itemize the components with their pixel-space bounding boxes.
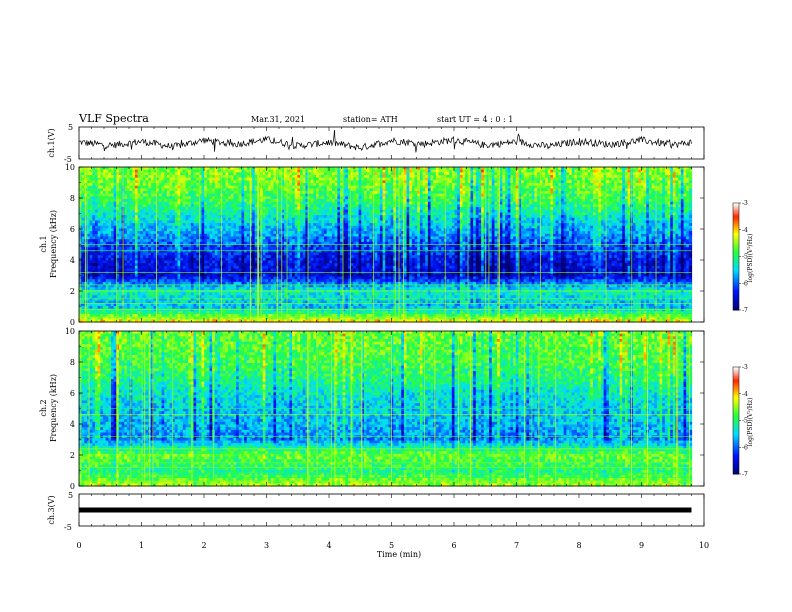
vlf-spectra-figure: VLF Spectra Mar.31, 2021 station= ATH st… xyxy=(0,0,792,612)
ch1-ytick-top: 5 xyxy=(68,123,73,132)
ch1-channel-label: ch.1 xyxy=(39,235,48,252)
ch2-channel-label: ch.2 xyxy=(39,399,48,416)
ch3-waveform-trace xyxy=(79,508,692,513)
time-tick-label: 5 xyxy=(389,541,394,550)
figure-title: VLF Spectra xyxy=(78,112,149,125)
time-tick-label: 7 xyxy=(514,541,519,550)
ch1-waveform-trace xyxy=(79,130,692,153)
ch3-ytick-top: 5 xyxy=(68,491,73,500)
ch1-waveform-ylabel: ch.1(V) xyxy=(47,128,56,157)
frequency-tick-label: 2 xyxy=(70,287,75,296)
time-tick-label: 6 xyxy=(451,541,456,550)
ch1-waveform-panel: 5 -5 ch.1(V) xyxy=(47,123,704,164)
colorbar-tick-label: -7 xyxy=(742,471,748,478)
time-tick-label: 4 xyxy=(326,541,331,550)
time-tick-label: 9 xyxy=(639,541,644,550)
colorbar-tick-label: -4 xyxy=(742,227,748,234)
date-label: Mar.31, 2021 xyxy=(251,115,305,124)
frequency-tick-label: 8 xyxy=(70,358,75,367)
frequency-tick-label: 10 xyxy=(65,163,75,172)
colorbar-tick-label: -3 xyxy=(742,200,748,207)
frequency-tick-label: 8 xyxy=(70,194,75,203)
ch1-frequency-ylabel: Frequency (kHz) xyxy=(49,210,58,278)
frequency-tick-label: 4 xyxy=(70,420,75,429)
frequency-tick-label: 6 xyxy=(70,389,75,398)
time-tick-label: 10 xyxy=(699,541,709,550)
frequency-tick-label: 2 xyxy=(70,451,75,460)
ch3-ytick-bottom: -5 xyxy=(64,523,72,532)
frequency-tick-label: 6 xyxy=(70,225,75,234)
ch2-frequency-ylabel: Frequency (kHz) xyxy=(49,374,58,442)
ch3-waveform-ylabel: ch.3(V) xyxy=(47,495,56,524)
time-xlabel: Time (min) xyxy=(377,550,421,559)
frequency-tick-label: 0 xyxy=(70,318,75,327)
colorbar-tick-label: -7 xyxy=(742,307,748,314)
time-tick-label: 8 xyxy=(576,541,581,550)
frequency-tick-label: 10 xyxy=(65,327,75,336)
frequency-tick-label: 0 xyxy=(70,482,75,491)
ch2-colorbar-label: log(PSD)(V²/Hz) xyxy=(747,398,754,447)
time-tick-label: 2 xyxy=(201,541,206,550)
colorbar-tick-label: -4 xyxy=(742,391,748,398)
ch3-waveform-panel: 5 -5 ch.3(V) xyxy=(47,491,704,532)
ch1-colorbar-label: log(PSD)(V²/Hz) xyxy=(747,234,754,283)
time-tick-label: 0 xyxy=(76,541,81,550)
start-time-label: start UT = 4 : 0 : 1 xyxy=(437,115,513,124)
colorbar-tick-label: -3 xyxy=(742,364,748,371)
ch1-waveform-frame xyxy=(79,127,704,159)
frequency-tick-label: 4 xyxy=(70,256,75,265)
station-label: station= ATH xyxy=(343,115,398,124)
time-tick-label: 3 xyxy=(264,541,269,550)
time-tick-label: 1 xyxy=(139,541,144,550)
